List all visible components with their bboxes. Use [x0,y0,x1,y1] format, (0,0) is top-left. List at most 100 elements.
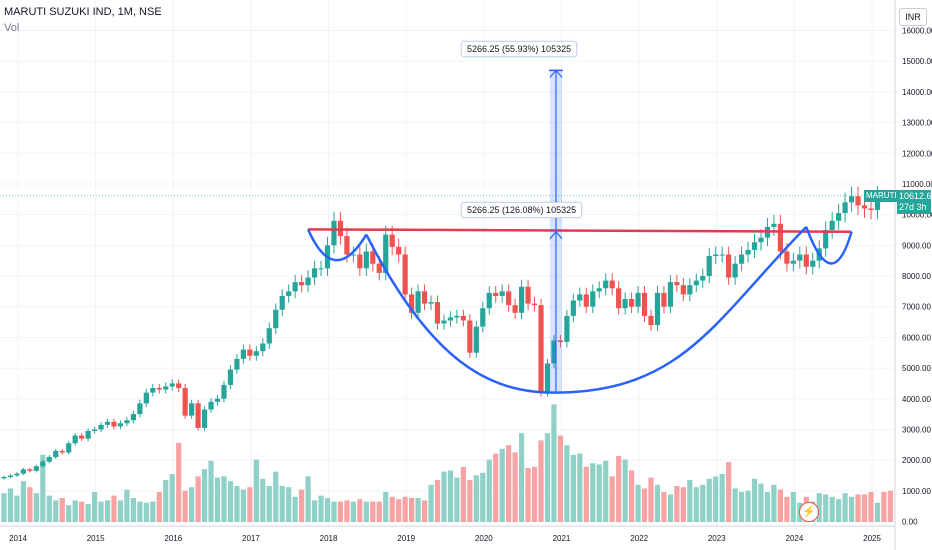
volume-bar [881,492,887,522]
candle-body [376,263,382,273]
candle-body [137,403,143,415]
candle-body [726,254,732,278]
candle-body [344,236,350,255]
candle-body [208,401,214,410]
candle-body [745,249,751,255]
candle-body [143,392,149,404]
candle-body [91,429,98,431]
candle-body [661,292,667,307]
y-tick-label: 1000.00 [902,487,931,496]
currency-button[interactable]: INR [899,8,927,26]
volume-bar [473,475,479,522]
volume-bar [816,493,822,522]
volume-bar [14,495,20,522]
volume-bar [635,484,641,522]
last-price-tag: 10612.60 27d 3h [897,190,932,214]
left-handle-curve [306,228,368,262]
volume-bar [628,470,635,522]
volume-bar [577,453,583,522]
volume-bar [402,496,408,522]
resistance-line [308,228,852,234]
volume-bar [350,501,356,522]
volume-bar [719,474,725,522]
volume-bar [331,501,337,522]
candle-body [848,196,855,203]
volume-bar [20,481,27,522]
chart-title: MARUTI SUZUKI IND, 1M, NSE [4,6,162,18]
volume-bar [764,492,771,522]
lightning-icon[interactable]: ⚡ [799,502,819,522]
volume-bar [221,476,227,522]
candle-body [693,280,699,286]
volume-bar [706,478,712,522]
candle-body [7,475,14,478]
volume-bar [499,448,505,522]
cup-curve [365,226,808,394]
candle-body [557,340,564,342]
candle-body [480,308,486,327]
candle-body [195,403,201,428]
candle-body [227,369,234,385]
candle-body [810,260,816,267]
candle-body [305,277,311,286]
x-tick-label: 2018 [320,534,338,543]
y-tick-label: 3000.00 [902,425,931,434]
volume-bar [33,493,39,522]
candle-body [797,254,803,261]
x-tick-label: 2015 [87,534,105,543]
x-tick-label: 2014 [9,534,27,543]
volume-bar [680,487,686,522]
candle-body [493,292,499,296]
candle-body [473,326,479,353]
volume-bar [189,487,195,522]
volume-bar [751,478,758,522]
candle-body [551,340,557,364]
volume-bar [299,489,305,522]
candle-body [234,358,240,370]
volume-bar [428,484,434,522]
candle-body [777,223,783,252]
y-tick-label: 6000.00 [902,333,931,342]
candle-body [641,292,648,316]
candlesticks [0,186,895,480]
candle-body [499,291,505,296]
candle-body [383,234,389,273]
volume-bar [641,488,648,522]
candle-body [674,282,680,286]
y-tick-label: 0.00 [902,518,918,527]
candle-body [506,291,512,306]
x-tick-label: 2021 [553,534,571,543]
volume-bar [551,404,557,522]
candle-body [628,299,635,307]
candle-body [460,315,466,321]
candle-body [719,254,725,256]
candle-body [434,302,441,324]
y-tick-label: 11000.00 [902,180,932,189]
candle-body [667,282,674,307]
x-tick-label: 2025 [863,534,881,543]
candle-body [428,302,434,304]
candle-body [829,220,835,230]
volume-bar [648,477,654,522]
measure-arrow-mid [549,230,563,240]
candle-body [713,254,719,257]
candle-body [98,424,104,430]
volume-bar [421,500,428,522]
volume-bar [124,489,130,522]
candle-body [266,328,272,344]
volume-bar [98,501,104,522]
volume-bar [7,488,14,522]
candle-body [396,246,402,255]
volume-bar [137,501,143,522]
volume-bar [790,492,796,522]
y-tick-label: 5000.00 [902,364,931,373]
candle-body [771,223,777,227]
volume-bar [260,478,266,522]
volume-bar [396,499,402,522]
candle-body [331,220,337,246]
volume-bar [525,468,531,522]
volume-bar [311,500,318,522]
volume-bar [460,466,466,522]
